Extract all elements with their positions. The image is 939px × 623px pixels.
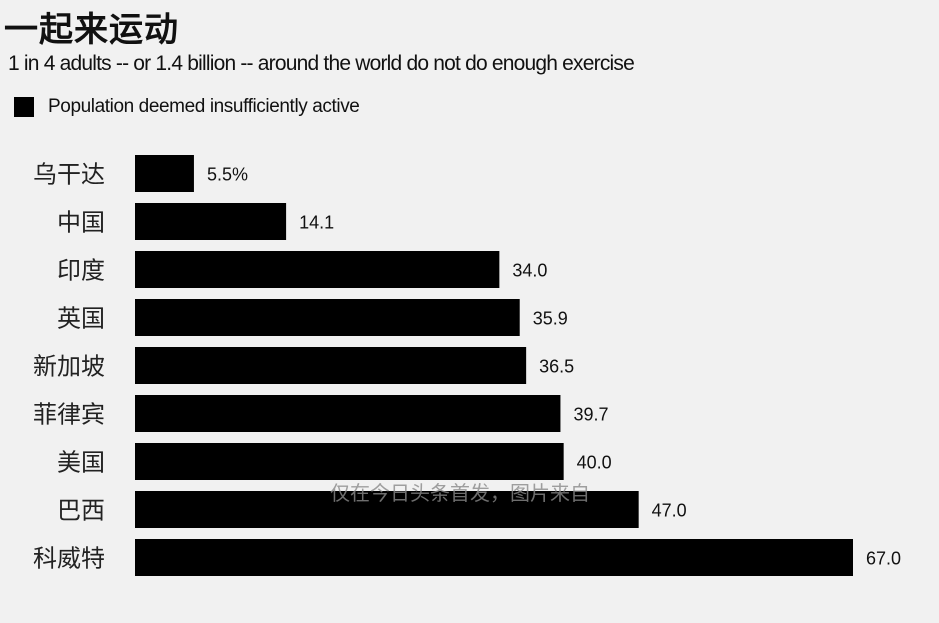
bar (135, 299, 520, 336)
value-label: 40.0 (577, 453, 612, 473)
value-label: 5.5% (207, 165, 248, 185)
category-label: 中国 (57, 209, 105, 237)
bar (135, 203, 287, 240)
watermark: 仅在今日头条首发，图片来自 (330, 481, 590, 505)
value-label: 36.5 (539, 357, 574, 377)
value-label: 47.0 (652, 501, 687, 521)
bar (135, 347, 527, 384)
bar (135, 491, 639, 528)
category-label: 巴西 (57, 497, 105, 525)
value-label: 35.9 (533, 309, 568, 329)
value-label: 39.7 (573, 405, 608, 425)
value-label: 14.1 (299, 213, 334, 233)
bar (135, 539, 853, 576)
bar (135, 443, 564, 480)
category-label: 印度 (57, 257, 105, 285)
bar (135, 155, 194, 192)
value-label: 67.0 (866, 549, 901, 569)
category-label: 美国 (57, 449, 105, 477)
chart-title: 一起来运动 (4, 10, 179, 50)
value-label: 34.0 (512, 261, 547, 281)
legend: Population deemed insufficiently active (14, 96, 360, 118)
category-label: 乌干达 (33, 161, 105, 189)
bar (135, 251, 500, 288)
category-label: 科威特 (33, 545, 105, 573)
legend-label: Population deemed insufficiently active (48, 96, 360, 117)
bar (135, 395, 561, 432)
category-label: 英国 (57, 305, 105, 333)
category-label: 菲律宾 (33, 401, 105, 429)
legend-swatch (14, 97, 34, 117)
chart-subtitle: 1 in 4 adults -- or 1.4 billion -- aroun… (8, 52, 635, 75)
category-label: 新加坡 (33, 353, 105, 381)
